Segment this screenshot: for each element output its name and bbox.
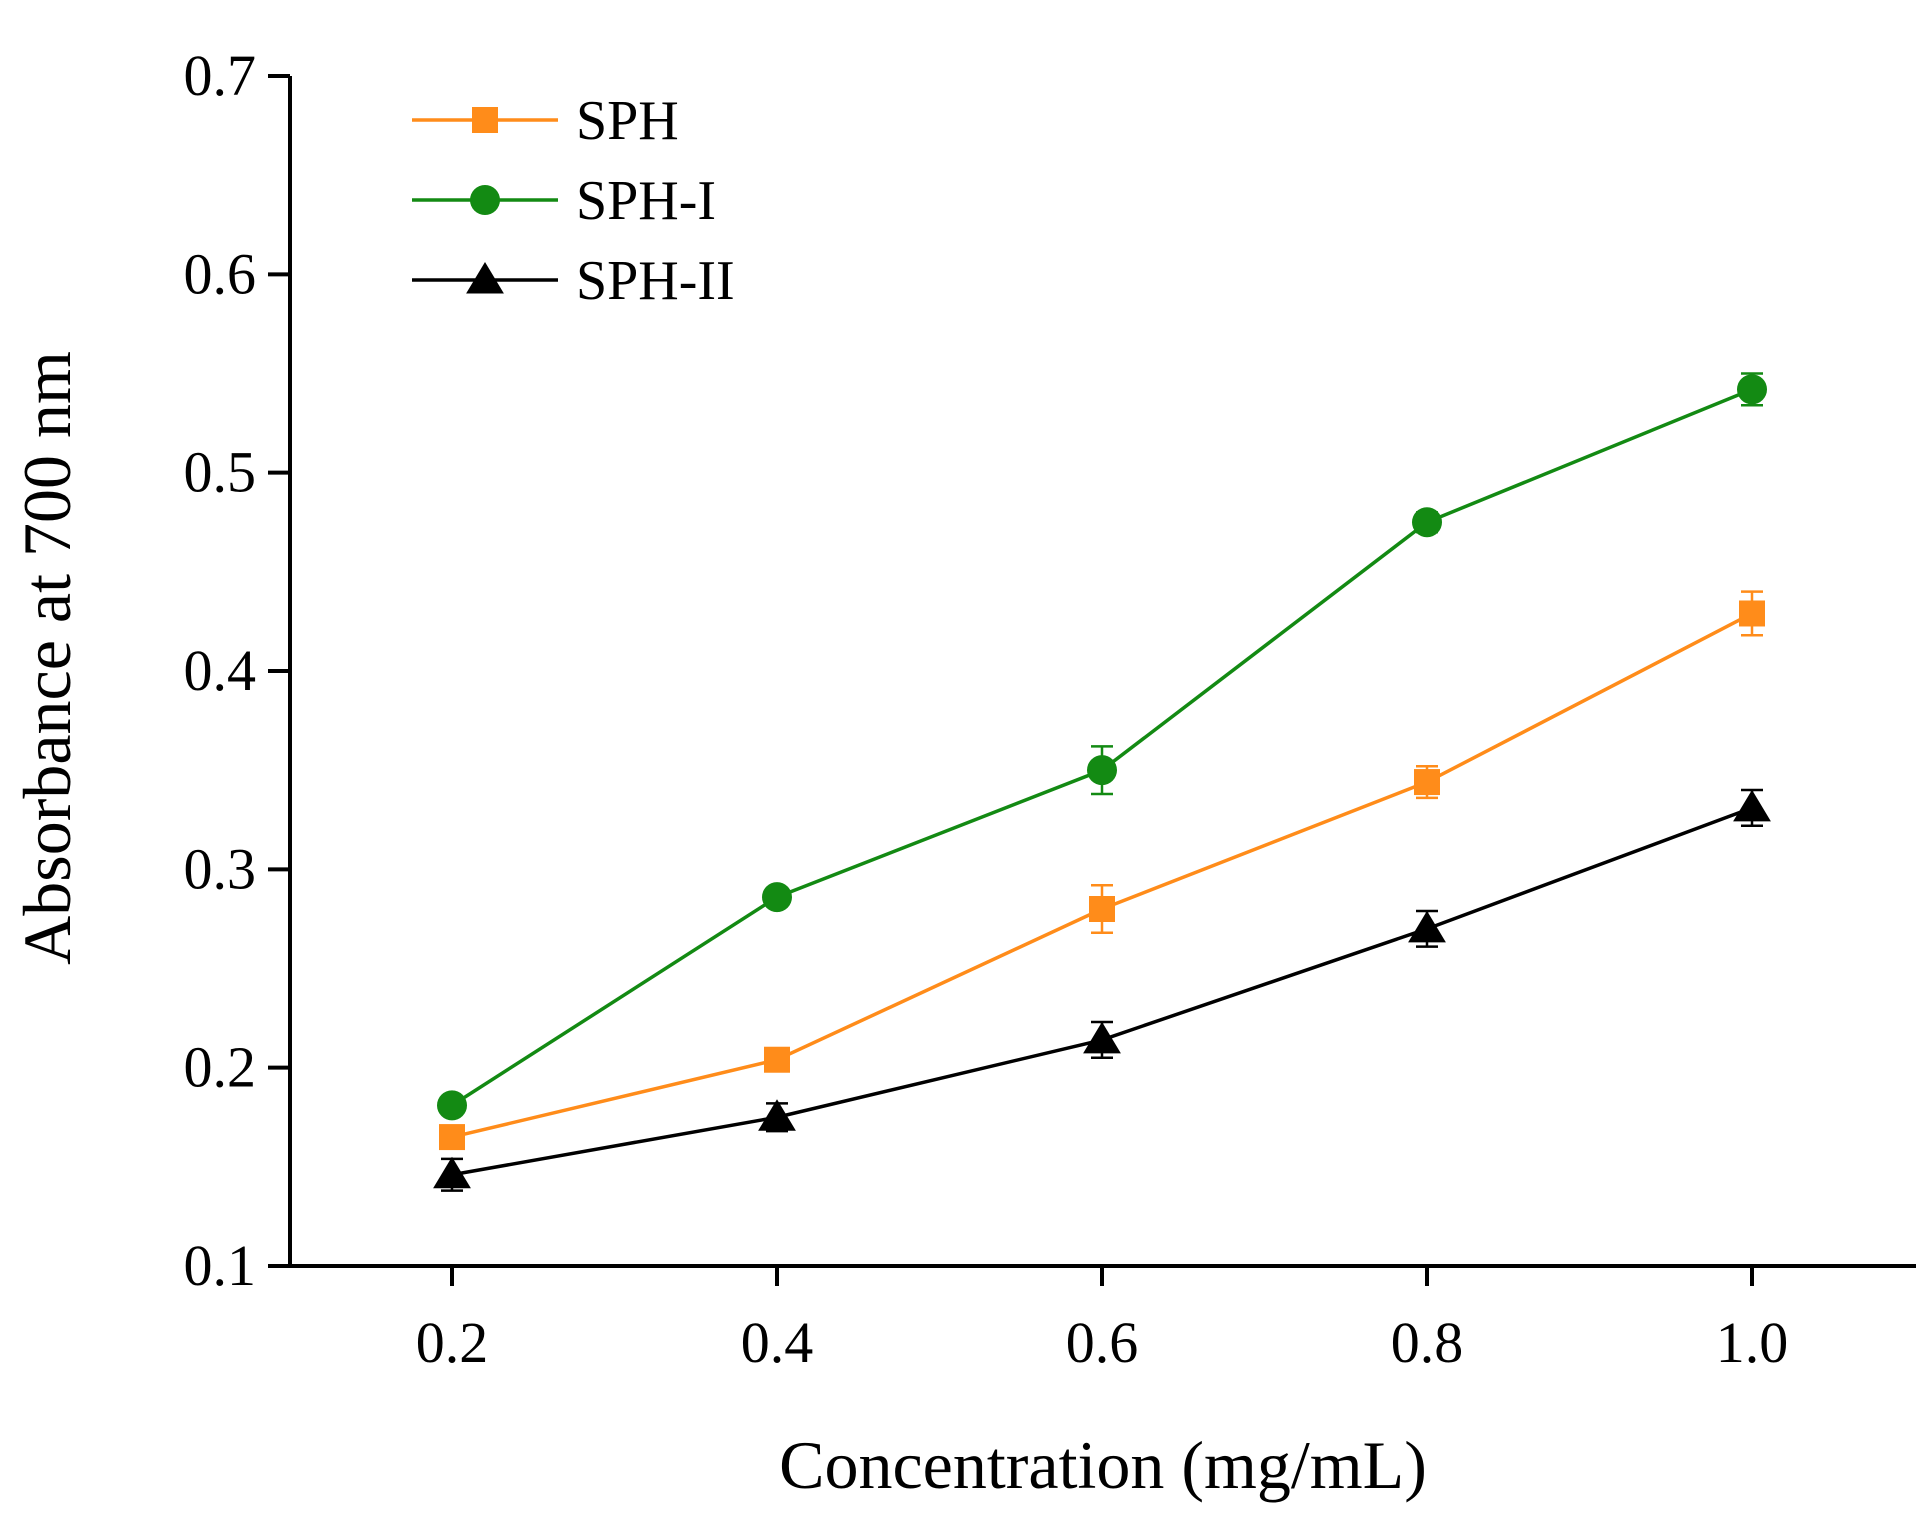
data-point [1739,600,1765,627]
series-sph [439,590,1765,1151]
data-point [764,1046,790,1073]
y-axis-title: Absorbance at 700 nm [9,351,85,965]
legend-item-sph: SPH [412,90,679,152]
data-point [439,1124,465,1151]
y-tick-label: 0.1 [184,1233,257,1298]
data-point [1414,769,1440,796]
legend-marker [472,107,498,133]
x-tick-label: 1.0 [1716,1310,1789,1375]
y-tick-label: 0.5 [184,440,257,505]
data-point [1083,1021,1121,1054]
x-tick-label: 0.4 [741,1310,814,1375]
series-sph-i [437,372,1767,1121]
data-point [433,1156,471,1189]
data-point [1087,755,1117,786]
axes: 0.1 0.2 0.3 0.4 0.5 0.6 0.7 0.2 0.4 0.6 0.8 1.0 [184,43,1916,1375]
x-tick-label: 0.8 [1391,1310,1464,1375]
x-tick-label: 0.2 [416,1310,489,1375]
legend-label: SPH-II [576,250,735,312]
legend-item-sph-ii: SPH-II [412,250,735,312]
legend-item-sph-i: SPH-I [412,170,716,232]
y-tick-label: 0.4 [184,638,257,703]
data-point [1089,896,1115,922]
x-tick-label: 0.6 [1066,1310,1139,1375]
y-tick-label: 0.3 [184,836,257,901]
data-point [762,882,792,913]
data-point [1737,374,1767,405]
legend-marker [470,185,500,215]
legend-label: SPH [576,90,679,152]
y-tick-label: 0.6 [184,241,257,306]
legend-label: SPH-I [576,170,716,232]
x-axis-title: Concentration (mg/mL) [779,1427,1427,1503]
series-layer [433,372,1771,1192]
legend-marker [466,262,504,294]
data-point [758,1099,796,1131]
y-tick-label: 0.2 [184,1035,257,1100]
series-line [451,806,1753,1177]
data-point [1733,789,1771,822]
series-sph-ii [433,788,1771,1192]
y-tick-label: 0.7 [184,43,257,108]
data-point [437,1090,467,1121]
data-point [1412,507,1442,538]
data-point [1408,910,1446,943]
legend: SPH SPH-I SPH-II [412,90,735,312]
